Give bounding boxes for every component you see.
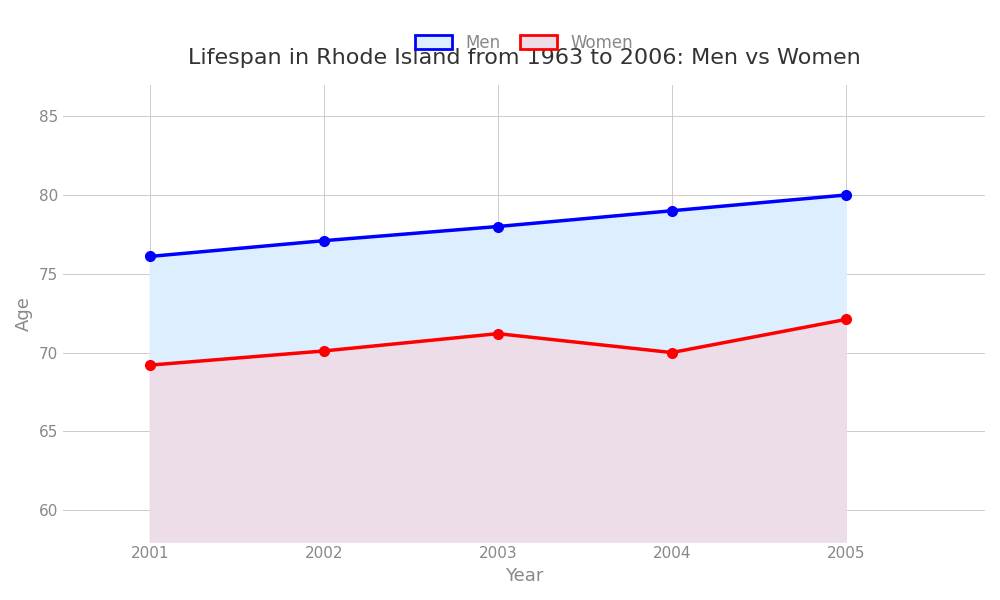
X-axis label: Year: Year <box>505 567 543 585</box>
Title: Lifespan in Rhode Island from 1963 to 2006: Men vs Women: Lifespan in Rhode Island from 1963 to 20… <box>188 48 860 68</box>
Y-axis label: Age: Age <box>15 296 33 331</box>
Legend: Men, Women: Men, Women <box>415 34 633 52</box>
